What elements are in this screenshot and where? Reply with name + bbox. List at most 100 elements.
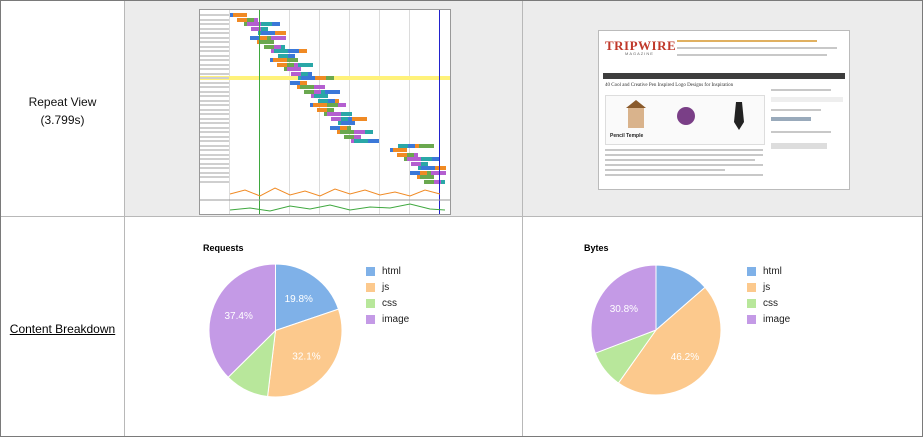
waterfall-row-label [200,81,229,84]
waterfall-bar [418,166,421,170]
waterfall-bar [415,143,419,148]
waterfall-row [200,13,450,17]
thumbnail-sidebar-line [771,109,821,111]
column-divider [522,1,523,436]
waterfall-cpu-bandwidth-graph [200,187,450,212]
waterfall-bar [420,170,427,175]
waterfall-row-label [200,104,229,106]
thumbnail-text-line [605,149,763,151]
waterfall-row-label [200,68,229,70]
waterfall-row [200,125,450,130]
content-breakdown-link[interactable]: Content Breakdown [9,322,116,336]
waterfall-row [200,94,450,98]
waterfall-bar [250,35,260,40]
waterfall-bar [404,157,407,161]
waterfall-gridline [319,10,320,214]
waterfall-row-label [200,36,229,39]
thumbnail-text-line [605,154,763,156]
waterfall-bar [260,35,267,40]
waterfall-bar [337,130,340,134]
waterfall-row [200,62,450,67]
waterfall-bar [434,179,441,184]
waterfall-bar [330,125,340,130]
waterfall-row [200,35,450,40]
waterfall-row-label [200,153,229,156]
waterfall-bar [408,143,415,148]
waterfall-bar [315,76,326,80]
thumbnail-feature-image: Pencil Temple [605,95,765,145]
waterfall-row-label [200,32,229,34]
waterfall-gridline [229,10,230,214]
waterfall-row [200,89,450,94]
waterfall-row-label [200,95,229,97]
waterfall-bar [298,62,313,67]
waterfall-row [200,170,450,175]
waterfall-bar [420,175,434,179]
waterfall-bar [326,76,334,80]
legend-swatch [747,315,756,324]
waterfall-row [200,152,450,157]
column-divider [124,1,125,436]
legend-label: image [382,314,410,325]
waterfall-bar [300,80,307,85]
waterfall-bar [352,116,367,121]
waterfall-bar [328,98,335,103]
waterfall-bar [354,139,368,143]
waterfall-bar [435,166,446,170]
pie-data-label: 46.2% [671,352,699,363]
waterfall-bar [407,157,421,161]
thumbnail-logo: TRIPWIRE [605,38,677,53]
waterfall-row-label [200,149,229,151]
waterfall-bar [314,89,321,94]
waterfall-row [200,67,450,71]
legend-label: css [382,298,397,309]
waterfall-row [200,58,450,62]
thumbnail-sidebar-input [771,97,843,102]
waterfall-thumbnail[interactable] [199,9,451,215]
pie-slice-image [208,263,276,378]
waterfall-row [200,107,450,112]
waterfall-bar [335,98,339,103]
waterfall-load-marker [439,10,440,214]
pie-data-label: 32.1% [292,352,320,363]
pie-data-label: 37.4% [225,311,253,322]
waterfall-bar [354,134,361,139]
thumbnail-logo-sub: MAGAZINE [625,51,654,56]
waterfall-gridline [289,10,290,214]
waterfall-bar [261,26,268,31]
waterfall-row-label [200,18,229,21]
waterfall-gridline [409,10,410,214]
waterfall-bar [267,35,271,40]
waterfall-start-render-marker [259,10,260,214]
waterfall-bar [301,76,315,80]
waterfall-row-label [200,135,229,138]
waterfall-bar [287,58,298,62]
waterfall-bar [271,35,286,40]
waterfall-bar [398,143,408,148]
waterfall-gridline [379,10,380,214]
waterfall-bar [351,139,354,143]
waterfall-bar [397,152,407,157]
legend-swatch [366,299,375,308]
thumbnail-promo-line [677,47,837,49]
waterfall-bar [419,143,434,148]
repeat-view-title: Repeat View [28,95,97,109]
waterfall-row [200,71,450,76]
waterfall-bar [318,98,328,103]
waterfall-row-label [200,108,229,111]
page-screenshot-thumbnail[interactable]: TRIPWIRE MAGAZINE 40 Cool and Creative P… [598,30,850,190]
waterfall-bar [431,170,446,175]
legend-label: js [763,282,771,293]
waterfall-bar [314,94,328,98]
waterfall-bar [233,13,247,17]
thumbnail-promo-line [677,54,827,56]
waterfall-bar [261,31,275,35]
waterfall-row [200,98,450,103]
waterfall-bar [300,85,314,89]
waterfall-bar [274,44,281,49]
waterfall-row [200,161,450,166]
row-divider [1,216,922,217]
waterfall-bar [297,85,300,89]
waterfall-row-label [200,180,229,183]
waterfall-bar [298,76,301,80]
